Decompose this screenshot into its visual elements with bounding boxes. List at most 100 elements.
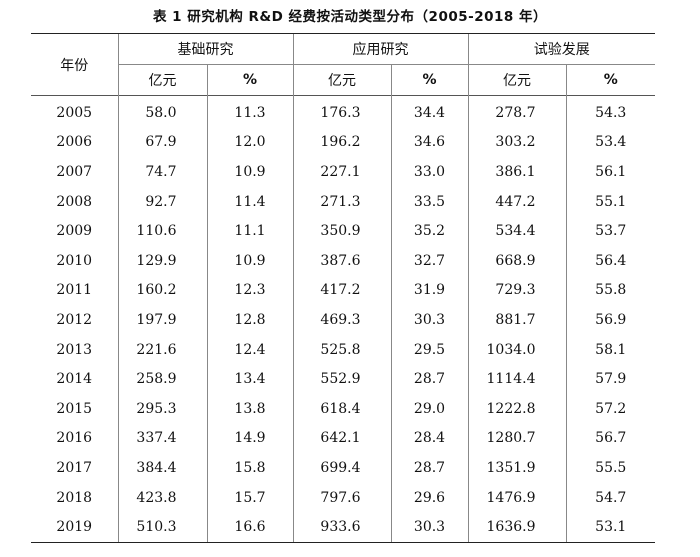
basic-percent-cell: 11.4 [206, 186, 293, 217]
basic-amount-cell: 58.0 [117, 95, 207, 128]
basic-amount-cell: 295.3 [117, 393, 207, 424]
applied-percent-cell: 34.4 [390, 95, 468, 128]
applied-percent-cell: 32.7 [390, 245, 468, 276]
table-row: 2015 295.3 13.8 618.4 29.0 1222.8 57.2 [31, 393, 655, 424]
applied-percent-cell: 28.7 [390, 364, 468, 394]
applied-percent-cell: 31.9 [390, 275, 468, 306]
basic-percent-cell: 12.0 [206, 127, 293, 158]
applied-percent-cell: 35.2 [390, 216, 468, 246]
table-row: 2006 67.9 12.0 196.2 34.6 303.2 53.4 [31, 127, 655, 158]
development-percent-cell: 56.1 [565, 157, 655, 187]
unit-amount-header: 亿元 [292, 64, 391, 96]
applied-amount-cell: 618.4 [292, 393, 391, 424]
table-title: 表 1 研究机构 R&D 经费按活动类型分布（2005-2018 年） [152, 9, 548, 25]
basic-percent-cell: 15.8 [206, 453, 293, 483]
development-amount-cell: 447.2 [467, 186, 566, 217]
group-header-experimental-development: 试验发展 [467, 33, 655, 65]
year-cell: 2008 [56, 193, 93, 210]
applied-percent-cell: 34.6 [390, 127, 468, 158]
applied-percent-cell: 30.3 [390, 512, 468, 543]
year-cell: 2010 [56, 252, 93, 269]
development-percent-cell: 57.2 [565, 393, 655, 424]
development-percent-cell: 55.5 [565, 453, 655, 483]
development-percent-cell: 57.9 [565, 364, 655, 394]
applied-amount-cell: 797.6 [292, 482, 391, 513]
basic-percent-cell: 12.3 [206, 275, 293, 306]
year-cell: 2018 [56, 489, 93, 506]
basic-amount-cell: 74.7 [117, 157, 207, 187]
development-percent-cell: 56.9 [565, 305, 655, 335]
year-header: 年份 [31, 33, 118, 96]
table-row: 2014 258.9 13.4 552.9 28.7 1114.4 57.9 [31, 364, 655, 394]
basic-percent-cell: 10.9 [206, 245, 293, 276]
development-percent-cell: 53.4 [565, 127, 655, 158]
applied-amount-cell: 469.3 [292, 305, 391, 335]
basic-amount-cell: 160.2 [117, 275, 207, 306]
development-amount-cell: 1280.7 [467, 423, 566, 454]
basic-amount-cell: 510.3 [117, 512, 207, 543]
basic-percent-cell: 10.9 [206, 157, 293, 187]
year-cell: 2015 [56, 400, 93, 417]
applied-amount-cell: 196.2 [292, 127, 391, 158]
applied-amount-cell: 271.3 [292, 186, 391, 217]
table-row: 2007 74.7 10.9 227.1 33.0 386.1 56.1 [31, 157, 655, 187]
development-percent-cell: 54.7 [565, 482, 655, 513]
year-cell: 2005 [56, 104, 93, 121]
unit-amount-header: 亿元 [117, 64, 207, 96]
table-row: 2019 510.3 16.6 933.6 30.3 1636.9 53.1 [31, 512, 655, 543]
development-percent-cell: 53.7 [565, 216, 655, 246]
basic-percent-cell: 13.4 [206, 364, 293, 394]
unit-percent-header: % [390, 64, 468, 96]
table-row: 2013 221.6 12.4 525.8 29.5 1034.0 58.1 [31, 334, 655, 365]
applied-percent-cell: 29.6 [390, 482, 468, 513]
development-amount-cell: 386.1 [467, 157, 566, 187]
development-amount-cell: 1222.8 [467, 393, 566, 424]
basic-amount-cell: 258.9 [117, 364, 207, 394]
basic-percent-cell: 13.8 [206, 393, 293, 424]
table-row: 2012 197.9 12.8 469.3 30.3 881.7 56.9 [31, 305, 655, 335]
year-cell: 2013 [56, 341, 93, 358]
basic-amount-cell: 197.9 [117, 305, 207, 335]
applied-percent-cell: 33.0 [390, 157, 468, 187]
basic-amount-cell: 110.6 [117, 216, 207, 246]
table-row: 2011 160.2 12.3 417.2 31.9 729.3 55.8 [31, 275, 655, 306]
basic-amount-cell: 337.4 [117, 423, 207, 454]
development-amount-cell: 303.2 [467, 127, 566, 158]
table-row: 2017 384.4 15.8 699.4 28.7 1351.9 55.5 [31, 453, 655, 483]
basic-percent-cell: 16.6 [206, 512, 293, 543]
applied-amount-cell: 642.1 [292, 423, 391, 454]
development-amount-cell: 1351.9 [467, 453, 566, 483]
applied-percent-cell: 29.0 [390, 393, 468, 424]
basic-percent-cell: 11.1 [206, 216, 293, 246]
basic-amount-cell: 423.8 [117, 482, 207, 513]
table-body: 2005 58.0 11.3 176.3 34.4 278.7 54.3 2006 67.9 12… [31, 95, 655, 543]
basic-amount-cell: 384.4 [117, 453, 207, 483]
applied-amount-cell: 176.3 [292, 95, 391, 128]
applied-percent-cell: 28.7 [390, 453, 468, 483]
table-row: 2018 423.8 15.7 797.6 29.6 1476.9 54.7 [31, 482, 655, 513]
table-row: 2008 92.7 11.4 271.3 33.5 447.2 55.1 [31, 186, 655, 217]
basic-percent-cell: 12.4 [206, 334, 293, 365]
year-cell: 2016 [56, 430, 93, 447]
basic-amount-cell: 221.6 [117, 334, 207, 365]
basic-percent-cell: 12.8 [206, 305, 293, 335]
applied-percent-cell: 30.3 [390, 305, 468, 335]
basic-percent-cell: 15.7 [206, 482, 293, 513]
development-amount-cell: 1636.9 [467, 512, 566, 543]
development-percent-cell: 53.1 [565, 512, 655, 543]
applied-amount-cell: 525.8 [292, 334, 391, 365]
year-cell: 2011 [56, 282, 93, 299]
table-header: 年份 基础研究 应用研究 试验发展 亿元 % 亿元 % 亿元 % [31, 33, 655, 96]
development-amount-cell: 729.3 [467, 275, 566, 306]
development-amount-cell: 668.9 [467, 245, 566, 276]
applied-percent-cell: 29.5 [390, 334, 468, 365]
year-cell: 2009 [56, 223, 93, 240]
development-amount-cell: 1476.9 [467, 482, 566, 513]
table-row: 2009 110.6 11.1 350.9 35.2 534.4 53.7 [31, 216, 655, 246]
year-cell: 2012 [56, 311, 93, 328]
group-header-applied-research: 应用研究 [292, 33, 468, 65]
unit-amount-header: 亿元 [467, 64, 566, 96]
basic-percent-cell: 14.9 [206, 423, 293, 454]
year-cell: 2017 [56, 459, 93, 476]
year-cell: 2019 [31, 512, 118, 543]
